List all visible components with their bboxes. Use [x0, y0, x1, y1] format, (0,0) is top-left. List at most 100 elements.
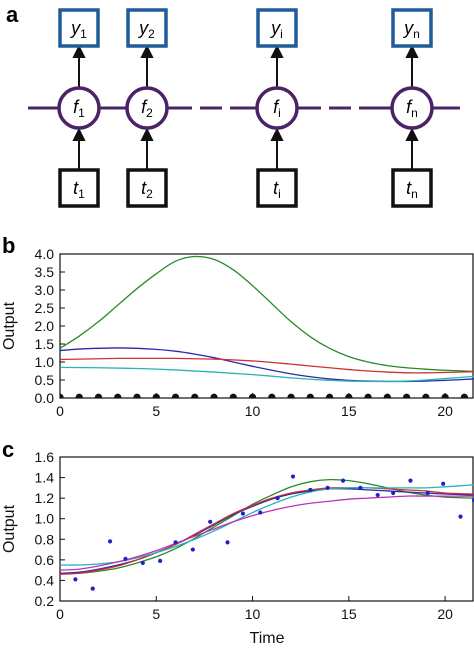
cell-node-n: fn: [390, 86, 434, 130]
y-tick-label: 0.5: [35, 372, 55, 388]
output-symbol: y: [269, 18, 281, 38]
input-symbol: t: [273, 178, 279, 198]
series-line-1: [60, 478, 474, 575]
cell-node-1: f1: [57, 86, 101, 130]
y-tick-label: 4.0: [35, 246, 55, 262]
panel-letter-c: c: [2, 437, 14, 462]
panel-letter-b: b: [2, 233, 15, 258]
series-line-5: [60, 495, 474, 571]
input-symbol: t: [73, 178, 79, 198]
data-point: [308, 487, 313, 493]
input-symbol: t: [141, 178, 147, 198]
svg-text:t2: t2: [141, 178, 153, 201]
svg-text:f2: f2: [141, 97, 153, 120]
output-symbol: y: [402, 18, 414, 38]
data-point: [441, 393, 449, 398]
input-node-i: ti: [256, 168, 298, 208]
data-point: [75, 393, 83, 398]
x-tick-label: 0: [56, 403, 64, 419]
y-tick-label: 1.5: [35, 336, 55, 352]
svg-text:yn: yn: [402, 18, 420, 41]
cell-subscript: 2: [146, 106, 153, 120]
data-point: [275, 496, 280, 501]
data-point: [140, 560, 145, 566]
data-point: [345, 393, 353, 398]
series-group: [60, 474, 474, 591]
data-point: [460, 393, 468, 398]
x-tick-label: 15: [341, 606, 357, 622]
data-point: [60, 393, 64, 398]
x-tick-label: 10: [245, 606, 261, 622]
data-point: [225, 540, 230, 545]
cell-subscript: 1: [78, 106, 85, 120]
input-subscript: 1: [78, 187, 85, 201]
y-axis-label: Output: [1, 504, 18, 553]
data-point: [325, 393, 334, 398]
panel-c: c 0.2 0.4 0.6 0.8 1.0 1.2 1.4 1.6 0 5 10 15 20 Output…: [1, 437, 474, 647]
data-point: [375, 492, 380, 498]
data-point: [408, 478, 413, 483]
series-group: [60, 255, 474, 398]
cell-subscript: n: [411, 106, 418, 120]
data-point: [107, 539, 113, 544]
output-subscript: i: [280, 27, 283, 41]
svg-text:yi: yi: [269, 18, 283, 41]
x-tick-label: 0: [56, 606, 64, 622]
input-node-2: t2: [126, 168, 168, 208]
cell-node-i: fi: [255, 86, 299, 130]
panel-letter-a: a: [6, 2, 19, 27]
data-point: [240, 511, 246, 516]
data-point: [383, 393, 391, 398]
cell-symbol: f: [73, 97, 80, 117]
y-tick-label: 1.0: [35, 354, 55, 370]
plot-frame: [59, 456, 474, 602]
data-point: [190, 547, 195, 552]
data-point: [152, 393, 160, 398]
data-point: [425, 490, 430, 496]
data-point: [171, 393, 180, 398]
y-tick-label: 3.0: [35, 282, 55, 298]
cell-symbol: f: [141, 97, 148, 117]
data-point: [94, 393, 103, 398]
y-tick-label: 1.2: [35, 490, 55, 506]
y-tick-label: 0.8: [35, 531, 55, 547]
output-symbol: y: [137, 18, 149, 38]
x-tick-label: 5: [152, 606, 160, 622]
x-tick-label: 15: [341, 403, 357, 419]
data-point: [290, 474, 296, 479]
series-line-2: [60, 347, 474, 383]
svg-text:fi: fi: [273, 97, 281, 120]
data-point: [391, 490, 396, 496]
y-axis-label: Output: [1, 301, 18, 350]
data-point: [114, 393, 122, 398]
svg-text:ti: ti: [273, 178, 281, 201]
cell-subscript: i: [278, 106, 281, 120]
x-tick-label: 20: [437, 606, 453, 622]
cell-node-2: f2: [125, 86, 169, 130]
svg-text:y2: y2: [137, 18, 155, 41]
cell-symbol: f: [406, 97, 413, 117]
data-point: [73, 577, 78, 582]
panel-a: a y 1: [6, 2, 460, 208]
output-node-i: yi: [256, 8, 298, 48]
data-point: [90, 586, 95, 591]
output-subscript: n: [413, 27, 420, 41]
data-point: [268, 393, 276, 398]
input-node-1: t1: [58, 168, 100, 208]
series-line-3: [60, 487, 474, 575]
data-point: [133, 393, 141, 398]
input-subscript: n: [411, 187, 418, 201]
data-point: [340, 478, 346, 483]
rnn-arrows: [72, 44, 419, 170]
data-point: [471, 498, 474, 503]
data-point: [208, 519, 213, 524]
y-tick-label: 2.0: [35, 318, 55, 334]
input-subscript: 2: [146, 187, 153, 201]
y-tick-label: 2.5: [35, 300, 55, 316]
y-tick-label: 0.4: [35, 572, 55, 588]
chart-b: 0.0 0.5 1.0 1.5 2.0 2.5 3.0 3.5 4.0 0 5 10 15 20 Outpu…: [1, 246, 474, 419]
panel-b: b 0.0 0.5 1.0 1.5 2.0 2.5 3.0 3.5 4.0 0 5 10 15 20 Out…: [1, 233, 474, 419]
y-tick-label: 0.6: [35, 552, 55, 568]
data-point: [458, 514, 463, 519]
